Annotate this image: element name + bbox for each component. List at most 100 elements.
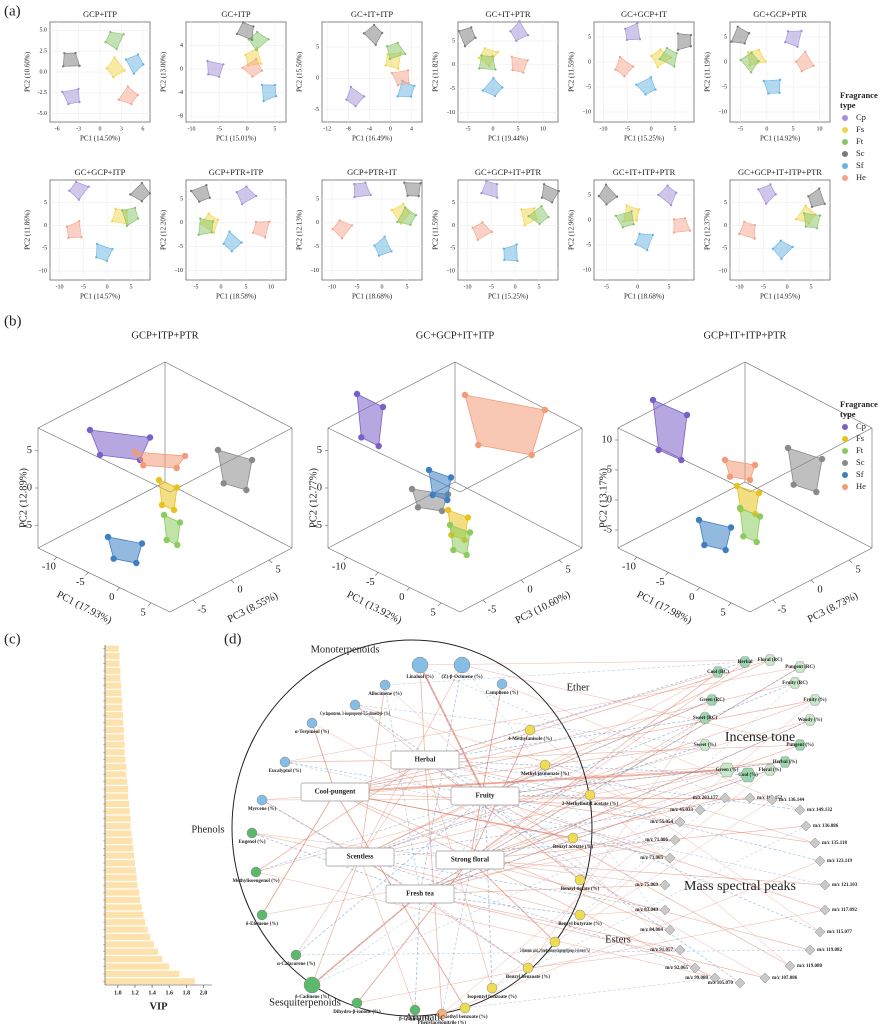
x-tick-label: -5 bbox=[76, 577, 85, 588]
compound-label: α-Terpineol (%) bbox=[295, 730, 330, 735]
network-edge bbox=[572, 837, 671, 859]
x-tick-label: 10 bbox=[816, 126, 822, 132]
y-axis-label: PC2 (12.77%) bbox=[308, 467, 319, 528]
point-marker bbox=[669, 203, 673, 207]
box-edge bbox=[617, 547, 751, 613]
network-edge bbox=[469, 717, 706, 861]
network-edge bbox=[484, 795, 816, 844]
point-marker bbox=[672, 231, 676, 234]
cluster-point bbox=[425, 466, 433, 474]
point-marker bbox=[126, 85, 130, 88]
network-edge bbox=[419, 769, 771, 895]
cluster-point bbox=[248, 456, 256, 464]
y-axis-label: PC2 (11.19%) bbox=[704, 51, 712, 91]
plot-title: GC+GCP+IT+PTR bbox=[475, 167, 542, 177]
point-marker bbox=[749, 71, 753, 74]
z-tick-label: 0 bbox=[237, 584, 242, 595]
network-edge bbox=[334, 791, 671, 859]
x-tick-label: 0 bbox=[381, 284, 384, 290]
peak-node bbox=[734, 977, 746, 989]
y-tick-label: -5 bbox=[23, 520, 32, 531]
category-label: Fresh tea bbox=[406, 890, 434, 898]
point-marker bbox=[654, 88, 657, 91]
incense-node bbox=[788, 677, 802, 689]
peak-label: m/z 119.080 bbox=[797, 964, 822, 969]
compound-label: Benzyl benzoate (%) bbox=[506, 975, 550, 980]
network-edge bbox=[461, 664, 801, 746]
point-marker bbox=[404, 52, 407, 56]
bar bbox=[105, 941, 154, 948]
network-edge bbox=[334, 699, 816, 793]
y-tick-label: -2.5 bbox=[38, 90, 48, 96]
point-marker bbox=[483, 47, 486, 50]
peak-node bbox=[659, 904, 671, 916]
x-tick-label: -5 bbox=[355, 284, 360, 290]
box-edge bbox=[37, 427, 171, 493]
z-tick-label: 0 bbox=[817, 584, 822, 595]
group-label: Phenols bbox=[191, 824, 224, 835]
point-marker bbox=[190, 189, 193, 193]
point-marker bbox=[757, 188, 760, 191]
point-marker bbox=[419, 182, 422, 185]
point-marker bbox=[481, 221, 484, 224]
point-marker bbox=[124, 58, 128, 61]
point-marker bbox=[245, 185, 248, 188]
point-marker bbox=[104, 40, 107, 44]
x-axis-label: PC1 (14.57%) bbox=[80, 293, 121, 301]
compound-node bbox=[290, 949, 302, 961]
point-marker bbox=[635, 219, 639, 222]
compound-node bbox=[549, 936, 561, 948]
incense-node bbox=[739, 767, 757, 783]
y-tick-label: -10 bbox=[311, 268, 319, 274]
point-marker bbox=[63, 52, 66, 55]
network-edge bbox=[359, 856, 416, 1011]
legend-label: Cp bbox=[856, 421, 866, 431]
y-tick-label: -5 bbox=[450, 86, 455, 92]
point-marker bbox=[354, 105, 357, 108]
z-tick-label: 5 bbox=[276, 564, 281, 575]
x-tick-label: -10 bbox=[622, 562, 636, 573]
y-tick-label: -5.0 bbox=[38, 111, 48, 117]
point-marker bbox=[780, 257, 783, 260]
tick-mark bbox=[810, 579, 815, 584]
point-marker bbox=[78, 220, 81, 223]
y-tick-label: 5 bbox=[180, 196, 183, 202]
x-tick-label: 5 bbox=[537, 284, 540, 290]
network-edge bbox=[419, 664, 726, 799]
point-marker bbox=[148, 192, 152, 195]
point-marker bbox=[818, 214, 822, 217]
y-tick-label: 5 bbox=[316, 196, 319, 202]
y-tick-label: 0 bbox=[316, 220, 319, 226]
point-marker bbox=[129, 193, 132, 196]
legend-label: Sf bbox=[856, 469, 864, 479]
point-marker bbox=[212, 231, 216, 234]
network-edge bbox=[469, 671, 719, 861]
network-edge bbox=[356, 859, 471, 1004]
tick-mark bbox=[848, 559, 853, 564]
point-marker bbox=[114, 207, 117, 211]
x-tick-label: 5 bbox=[431, 607, 436, 618]
point-marker bbox=[254, 220, 258, 224]
bar bbox=[105, 970, 180, 978]
y-tick-label: 5 bbox=[27, 445, 32, 456]
point-marker bbox=[494, 68, 497, 71]
point-marker bbox=[255, 30, 259, 34]
peak-node bbox=[809, 837, 821, 849]
cluster-point bbox=[528, 451, 535, 459]
point-marker bbox=[784, 40, 787, 44]
point-marker bbox=[222, 242, 225, 245]
peak-node bbox=[719, 792, 731, 804]
tick-mark bbox=[772, 599, 777, 604]
point-marker bbox=[604, 183, 608, 186]
point-marker bbox=[496, 50, 499, 54]
network-edge bbox=[295, 795, 486, 956]
point-marker bbox=[634, 243, 637, 246]
cluster-point bbox=[173, 464, 180, 472]
legend-swatch bbox=[842, 472, 848, 478]
point-marker bbox=[666, 184, 669, 187]
box-edge bbox=[164, 481, 293, 549]
cluster-point bbox=[450, 546, 457, 554]
network-edge bbox=[484, 795, 581, 881]
bar bbox=[105, 904, 142, 911]
plot-title: GC+ITP bbox=[221, 9, 251, 19]
